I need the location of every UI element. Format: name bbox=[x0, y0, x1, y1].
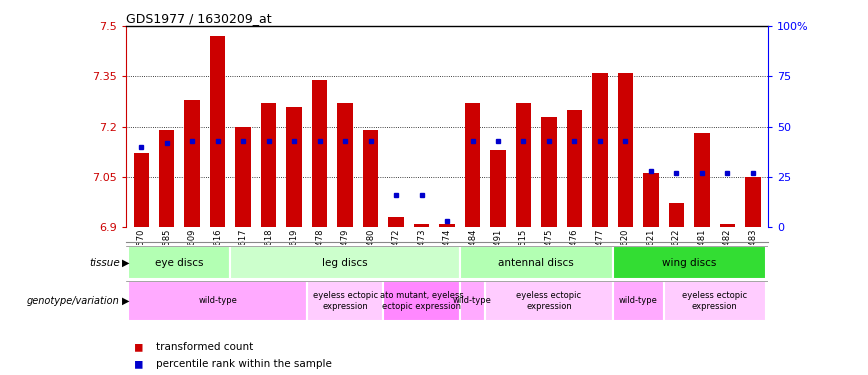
Bar bbox=[460, 246, 613, 279]
Text: wild-type: wild-type bbox=[453, 296, 492, 305]
Bar bbox=[159, 130, 174, 227]
Bar bbox=[261, 103, 276, 227]
Text: genotype/variation: genotype/variation bbox=[27, 296, 120, 306]
Text: ■: ■ bbox=[135, 340, 149, 353]
Bar bbox=[720, 224, 735, 227]
Bar bbox=[490, 150, 506, 227]
Text: transformed count: transformed count bbox=[156, 342, 253, 352]
Text: percentile rank within the sample: percentile rank within the sample bbox=[156, 359, 332, 369]
Bar bbox=[134, 153, 148, 227]
Bar bbox=[485, 281, 613, 321]
Text: wing discs: wing discs bbox=[662, 258, 716, 267]
Bar bbox=[286, 106, 302, 227]
Bar bbox=[746, 177, 760, 227]
Bar bbox=[230, 246, 460, 279]
Text: eye discs: eye discs bbox=[155, 258, 204, 267]
Text: antennal discs: antennal discs bbox=[498, 258, 574, 267]
Bar bbox=[388, 217, 404, 227]
Bar bbox=[694, 133, 709, 227]
Text: ato mutant, eyeless
ectopic expression: ato mutant, eyeless ectopic expression bbox=[379, 291, 464, 310]
Text: ■: ■ bbox=[135, 357, 149, 370]
Bar bbox=[613, 281, 664, 321]
Text: ▶: ▶ bbox=[122, 258, 130, 267]
Bar bbox=[128, 246, 230, 279]
Bar bbox=[618, 73, 633, 227]
Bar bbox=[567, 110, 582, 227]
Bar bbox=[128, 281, 306, 321]
Bar bbox=[235, 127, 251, 227]
Bar bbox=[338, 103, 352, 227]
Bar bbox=[592, 73, 608, 227]
Bar bbox=[312, 80, 327, 227]
Bar bbox=[664, 281, 766, 321]
Bar bbox=[643, 173, 659, 227]
Bar bbox=[363, 130, 378, 227]
Text: tissue: tissue bbox=[89, 258, 120, 267]
Text: leg discs: leg discs bbox=[322, 258, 368, 267]
Bar bbox=[460, 281, 485, 321]
Bar bbox=[465, 103, 480, 227]
Bar bbox=[439, 224, 455, 227]
Text: eyeless ectopic
expression: eyeless ectopic expression bbox=[516, 291, 582, 310]
Bar bbox=[414, 224, 429, 227]
Text: wild-type: wild-type bbox=[619, 296, 658, 305]
Bar bbox=[668, 204, 684, 227]
Bar bbox=[384, 281, 460, 321]
Bar bbox=[613, 246, 766, 279]
Bar bbox=[306, 281, 384, 321]
Bar bbox=[185, 100, 200, 227]
Bar bbox=[516, 103, 531, 227]
Text: eyeless ectopic
expression: eyeless ectopic expression bbox=[312, 291, 378, 310]
Bar bbox=[542, 117, 556, 227]
Text: GDS1977 / 1630209_at: GDS1977 / 1630209_at bbox=[126, 12, 272, 25]
Bar bbox=[210, 36, 226, 227]
Text: eyeless ectopic
expression: eyeless ectopic expression bbox=[682, 291, 747, 310]
Text: ▶: ▶ bbox=[122, 296, 130, 306]
Text: wild-type: wild-type bbox=[198, 296, 237, 305]
